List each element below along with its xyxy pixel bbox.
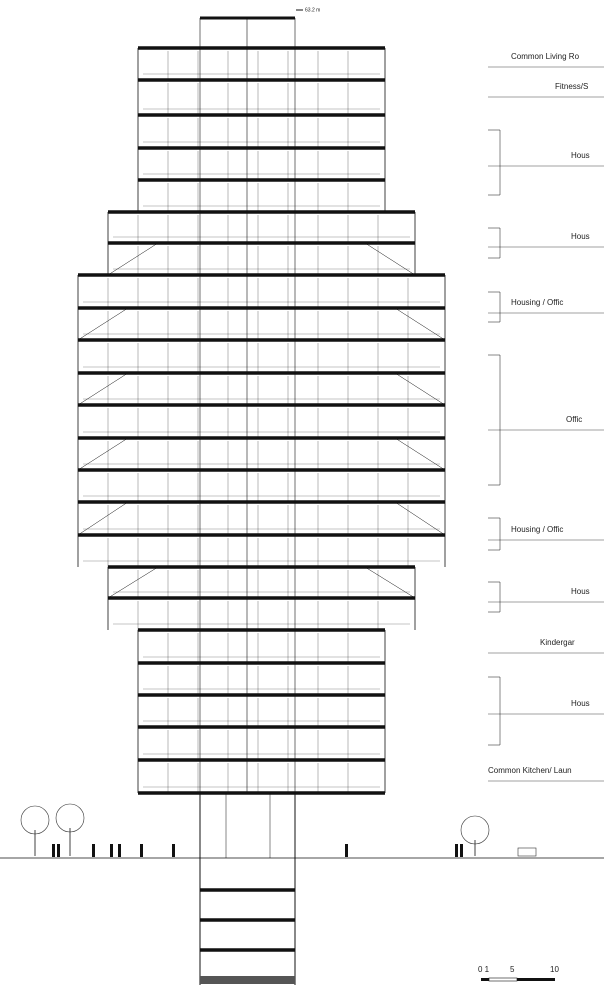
room-label: Common Kitchen/ Laun xyxy=(488,766,572,775)
room-label: Offic xyxy=(566,415,582,424)
room-label: Hous xyxy=(571,699,590,708)
person xyxy=(140,844,143,857)
section-drawing: 63.2 m Common Living Ro Fitness/S Hous Hous… xyxy=(0,0,604,996)
person xyxy=(110,844,113,857)
foundation xyxy=(200,976,295,984)
scale-label: 5 xyxy=(510,965,515,974)
room-label: Hous xyxy=(571,587,590,596)
room-label: Housing / Offic xyxy=(511,298,563,307)
room-label: Hous xyxy=(571,151,590,160)
person xyxy=(345,844,348,857)
room-label: Kindergar xyxy=(540,638,575,647)
person xyxy=(92,844,95,857)
person xyxy=(52,844,55,857)
elevation-label: 63.2 m xyxy=(305,7,320,13)
person xyxy=(57,844,60,857)
person xyxy=(455,844,458,857)
scale-label: 10 xyxy=(550,965,559,974)
scale-label: 0 1 xyxy=(478,965,490,974)
room-label: Fitness/S xyxy=(555,82,588,91)
room-label: Housing / Offic xyxy=(511,525,563,534)
scale-bar xyxy=(489,978,517,981)
scale-bar xyxy=(517,978,555,981)
person xyxy=(172,844,175,857)
room-label: Common Living Ro xyxy=(511,52,580,61)
person xyxy=(460,844,463,857)
scale-bar xyxy=(481,978,489,981)
person xyxy=(118,844,121,857)
room-label: Hous xyxy=(571,232,590,241)
